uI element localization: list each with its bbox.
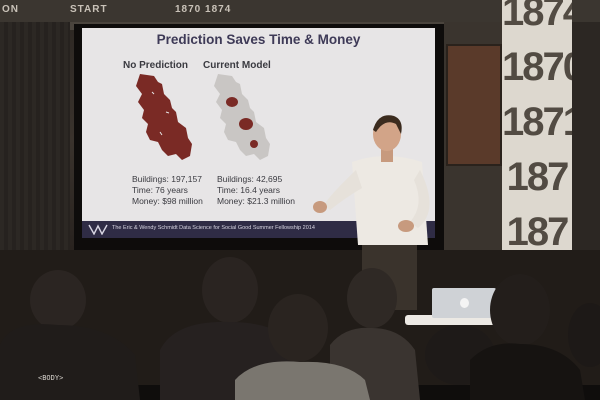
current-model-heading: Current Model — [203, 60, 271, 71]
no-prediction-heading: No Prediction — [123, 60, 189, 71]
pillar-number: 1870 — [502, 45, 572, 89]
no-prediction-time: Time: 76 years — [132, 185, 188, 195]
slide-footer: The Eric & Wendy Schmidt Data Science fo… — [82, 221, 435, 238]
slide-title: Prediction Saves Time & Money — [156, 32, 361, 47]
presenter-table — [405, 315, 505, 325]
pillar-number: 1874 — [502, 0, 572, 34]
footer-text: The Eric & Wendy Schmidt Data Science fo… — [112, 225, 315, 231]
speaker-figure — [313, 115, 430, 310]
current-model-money: Money: $21.3 million — [217, 196, 295, 206]
apple-logo-icon — [460, 298, 469, 308]
laptop — [432, 288, 496, 318]
audience-silhouettes — [0, 257, 600, 400]
chicago-map-current-model — [214, 74, 270, 160]
shirt-print-text: <BODY> — [38, 374, 64, 382]
dssg-logo-icon — [88, 224, 108, 235]
no-prediction-buildings: Buildings: 197,157 — [132, 174, 202, 184]
banner-text-years: 1870 1874 — [175, 4, 232, 15]
no-prediction-money: Money: $98 million — [132, 196, 203, 206]
current-model-time: Time: 16.4 years — [217, 185, 280, 195]
banner-text-left: ON — [2, 4, 19, 15]
wall-poster — [446, 44, 502, 166]
banner-text-start: START — [70, 4, 108, 15]
chicago-map-no-prediction — [136, 74, 192, 160]
current-model-buildings: Buildings: 42,695 — [217, 174, 283, 184]
pillar-number: 187 — [506, 155, 570, 199]
left-wall-blinds — [0, 22, 70, 252]
pillar-number: 187 — [506, 210, 570, 254]
top-banner: ON START 1870 1874 — [0, 0, 600, 22]
